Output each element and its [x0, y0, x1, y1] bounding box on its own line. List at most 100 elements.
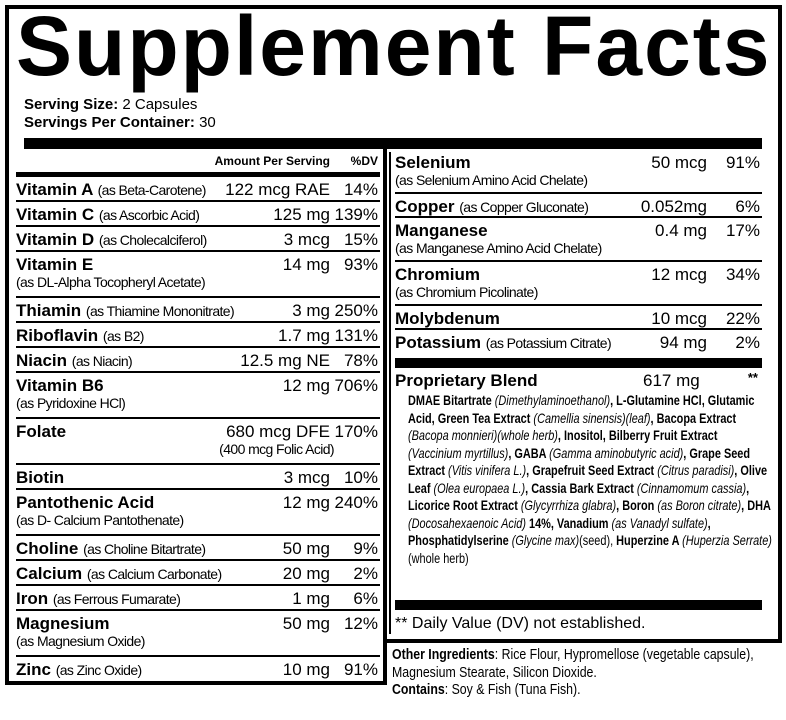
right-nutrient-list: Selenium (as Selenium Amino Acid Chelate)…	[395, 150, 762, 354]
serving-size-label: Serving Size:	[24, 96, 119, 113]
nutrient-amount: 14 mg	[282, 255, 330, 274]
nutrient-amount: 50 mcg	[651, 153, 707, 172]
nutrient-dv: 17%	[725, 221, 760, 240]
nutrient-form: (as Choline Bitartrate)	[83, 541, 206, 557]
blend-ingredient-text: (Cinnamomum cassia)	[636, 479, 747, 496]
nutrient-form: (as Beta-Carotene)	[97, 182, 207, 198]
nutrient-amount: 10 mg	[282, 660, 330, 679]
nutrient-row: Potassium (as Potassium Citrate) 94 mg 2%	[395, 330, 762, 354]
proprietary-blend-ingredients-area: DMAE Bitartrate (Dimethylaminoethanol), …	[408, 392, 774, 567]
nutrient-dv: 706%	[334, 376, 378, 395]
serving-size-value: 2 Capsules	[122, 96, 198, 113]
nutrient-amount: 50 mg	[282, 614, 330, 633]
blend-ingredient-text: (Dimethylaminoethanol)	[494, 392, 611, 408]
nutrient-row: Copper (as Copper Gluconate) 0.052mg 6%	[395, 194, 762, 218]
nutrient-row: Selenium (as Selenium Amino Acid Chelate)…	[395, 150, 762, 194]
nutrient-amount: 3 mcg	[283, 230, 330, 249]
amount-header: Amount Per Serving	[214, 154, 330, 168]
header-divider	[16, 172, 380, 177]
blend-ingredient-text: (Glycine max)	[511, 532, 580, 548]
nutrient-name: Vitamin B6	[16, 376, 104, 396]
nutrient-name: Iron (as Ferrous Fumarate)	[16, 589, 181, 609]
blend-ingredient-text: (Vitis vinifera L.)	[448, 462, 527, 478]
footnote: ** Daily Value (DV) not established.	[395, 615, 646, 632]
nutrient-name: Thiamin (as Thiamine Mononitrate)	[16, 301, 235, 321]
nutrient-amount: 12 mg	[282, 493, 330, 512]
blend-ingredient-text: (Gamma aminobutyric acid)	[549, 444, 684, 461]
other-ingredients-area: Other Ingredients: Rice Flour, Hypromell…	[392, 647, 780, 700]
nutrient-row: Manganese (as Manganese Amino Acid Chelat…	[395, 218, 762, 262]
other-ingredients-label: Other Ingredients	[392, 647, 495, 663]
nutrient-dv: 9%	[353, 539, 378, 558]
nutrient-name: Manganese	[395, 221, 488, 241]
nutrient-name-text: Chromium	[395, 265, 480, 284]
left-column-border	[5, 140, 387, 685]
blend-ingredient-text: , L-Glutamine HCl, Glutamic Acid, Green …	[408, 392, 755, 426]
column-divider	[389, 152, 391, 634]
nutrient-amount: 3 mg	[292, 301, 330, 320]
nutrient-name: Molybdenum	[395, 309, 500, 329]
nutrient-form: (as Ascorbic Acid)	[98, 207, 200, 223]
blend-ingredient-text: , Grapefruit Seed Extract	[526, 462, 658, 478]
nutrient-name-text: Molybdenum	[395, 309, 500, 328]
nutrient-row: Iron (as Ferrous Fumarate) 1 mg 6%	[16, 586, 380, 611]
nutrient-dv: 2%	[735, 333, 760, 352]
servings-per-container-value: 30	[199, 114, 216, 131]
nutrient-form: (as D- Calcium Pantothenate)	[16, 512, 184, 528]
other-ingredients-line: Other Ingredients: Rice Flour, Hypromell…	[392, 647, 780, 682]
nutrient-dv: 12%	[343, 614, 378, 633]
blend-ingredient-text: , DHA	[741, 497, 771, 513]
nutrient-amount: 122 mcg RAE	[225, 180, 330, 199]
nutrient-dv: 78%	[343, 351, 378, 370]
nutrient-name: Vitamin E	[16, 255, 93, 275]
dv-header: %DV	[350, 154, 378, 168]
nutrient-amount: 1.7 mg	[278, 326, 330, 345]
nutrient-name: Vitamin A (as Beta-Carotene)	[16, 180, 206, 200]
blend-ingredient-text: , Phosphatidylserine	[408, 514, 711, 549]
nutrient-amount: 12 mcg	[651, 265, 707, 284]
contains-label: Contains	[392, 682, 445, 698]
nutrient-amount: 12.5 mg NE	[240, 351, 330, 370]
nutrient-dv: 131%	[334, 326, 378, 345]
nutrient-dv: 6%	[353, 589, 378, 608]
page-title: Supplement Facts	[16, 0, 772, 93]
blend-ingredient-text: (Olea europaea L.)	[433, 479, 526, 496]
nutrient-name: Chromium	[395, 265, 480, 285]
nutrient-amount: 680 mcg DFE	[226, 422, 330, 441]
nutrient-name: Riboflavin (as B2)	[16, 326, 144, 346]
nutrient-form: (as DL-Alpha Tocopheryl Acetate)	[16, 274, 206, 290]
nutrient-name-text: Vitamin C	[16, 205, 95, 224]
blend-ingredient-text: (Vaccinium myrtillus)	[408, 444, 509, 461]
nutrient-amount: 3 mcg	[283, 468, 330, 487]
blend-ingredient-text: (as Vanadyl sulfate)	[611, 514, 708, 531]
nutrient-name: Vitamin C (as Ascorbic Acid)	[16, 205, 200, 225]
nutrient-name-text: Iron	[16, 589, 49, 608]
table-header: Amount Per Serving %DV	[16, 152, 380, 172]
nutrient-name: Vitamin D (as Cholecalciferol)	[16, 230, 207, 250]
nutrient-row: Molybdenum 10 mcg 22%	[395, 306, 762, 330]
blend-ingredient-text: , Licorice Root Extract	[408, 479, 750, 514]
blend-ingredient-text: (Docosahexaenoic Acid)	[408, 514, 526, 531]
blend-ingredient-text: (Huperzia Serrate)	[682, 532, 772, 548]
nutrient-amount: 94 mg	[659, 333, 707, 352]
nutrient-name-text: Magnesium	[16, 614, 110, 633]
nutrient-form: (as Zinc Oxide)	[55, 662, 143, 678]
nutrient-row: Thiamin (as Thiamine Mononitrate) 3 mg 250…	[16, 298, 380, 323]
nutrient-row: Choline (as Choline Bitartrate) 50 mg 9%	[16, 536, 380, 561]
nutrient-form: (as Copper Gluconate)	[459, 199, 589, 215]
blend-ingredient-text: , Grape Seed Extract	[408, 444, 751, 479]
nutrient-row: Riboflavin (as B2) 1.7 mg 131%	[16, 323, 380, 348]
blend-ingredient-text: , GABA	[508, 444, 550, 461]
blend-ingredient-text: , Cassia Bark Extract	[525, 479, 637, 496]
proprietary-blend-row: Proprietary Blend 617 mg **	[395, 370, 762, 392]
nutrient-name-text: Choline	[16, 539, 79, 558]
nutrient-amount: 125 mg	[273, 205, 330, 224]
blend-ingredient-text: (Citrus paradisi)	[657, 462, 735, 478]
nutrient-form: (as Magnesium Oxide)	[16, 633, 145, 649]
nutrient-amount: 12 mg	[282, 376, 330, 395]
nutrient-name-text: Riboflavin	[16, 326, 99, 345]
contains-line: Contains: Soy & Fish (Tuna Fish).	[392, 682, 780, 700]
nutrient-dv: 10%	[343, 468, 378, 487]
nutrient-amount: 0.052mg	[640, 197, 707, 216]
nutrient-name: Copper (as Copper Gluconate)	[395, 197, 589, 217]
